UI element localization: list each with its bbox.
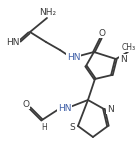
Text: NH₂: NH₂ <box>39 8 57 16</box>
Text: HN: HN <box>67 52 81 61</box>
Text: N: N <box>107 104 114 113</box>
Text: O: O <box>22 100 30 108</box>
Text: N: N <box>120 55 127 64</box>
Text: H: H <box>41 123 47 132</box>
Text: O: O <box>98 28 105 37</box>
Text: HN: HN <box>58 104 72 112</box>
Text: HN: HN <box>6 37 20 47</box>
Text: S: S <box>69 124 75 132</box>
Text: CH₃: CH₃ <box>122 43 136 52</box>
